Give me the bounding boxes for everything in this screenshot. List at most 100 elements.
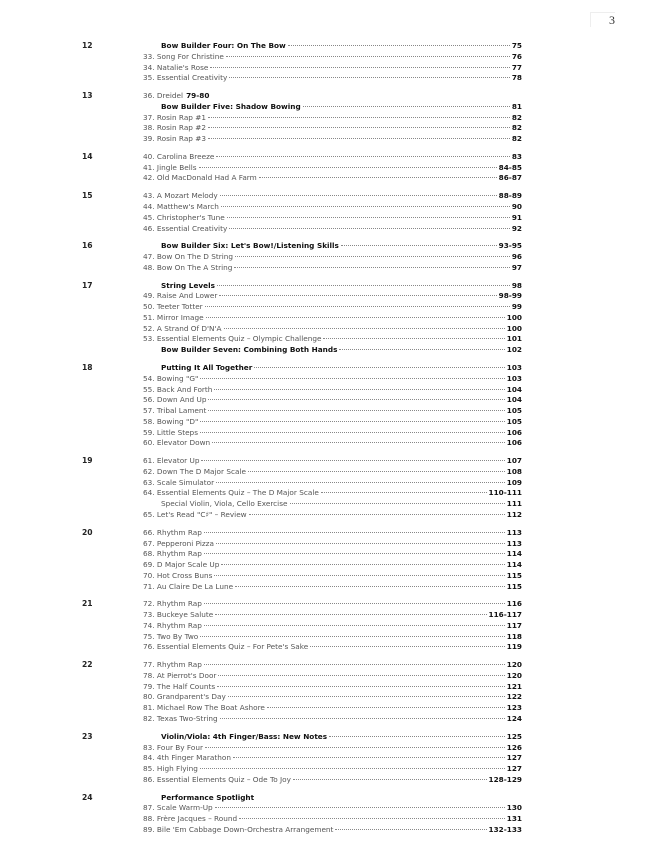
entry-page: 79-80 [186, 91, 210, 101]
dot-leader [203, 531, 505, 533]
toc-entry[interactable]: 65. Let's Read "C♯" – Review 112 [143, 510, 522, 521]
toc-entry[interactable]: 75. Two By Two 118 [143, 632, 522, 643]
dot-leader [208, 116, 510, 118]
toc-entry[interactable]: 74. Rhythm Rap 117 [143, 621, 522, 632]
entry-page: 132-133 [488, 824, 523, 834]
toc-entry[interactable]: 42. Old MacDonald Had A Farm 86-87 [143, 173, 522, 184]
entry-title: 66. Rhythm Rap [143, 527, 202, 537]
toc-entry[interactable]: 73. Buckeye Salute 116-117 [143, 610, 522, 621]
toc-entry[interactable]: 82. Texas Two-String 124 [143, 714, 522, 725]
toc-entry[interactable]: Bow Builder Four: On The Bow 75 [161, 41, 522, 52]
toc-entry[interactable]: 83. Four By Four 126 [143, 743, 522, 754]
toc-entry[interactable]: 71. Au Claire De La Lune 115 [143, 582, 522, 593]
toc-entry[interactable]: 64. Essential Elements Quiz – The D Majo… [143, 488, 522, 499]
dot-leader [218, 674, 505, 676]
entry-title: 39. Rosin Rap #3 [143, 134, 206, 144]
entry-title: 42. Old MacDonald Had A Farm [143, 173, 257, 183]
entry-title: Bow Builder Five: Shadow Bowing [161, 101, 301, 111]
toc-entry[interactable]: 33. Song For Christine 76 [143, 52, 522, 63]
toc-entry[interactable]: 86. Essential Elements Quiz – Ode To Joy… [143, 775, 522, 786]
entry-page: 86-87 [498, 173, 522, 183]
entry-title: 86. Essential Elements Quiz – Ode To Joy [143, 774, 291, 784]
toc-entry[interactable]: String Levels 98 [161, 281, 522, 292]
toc-entry[interactable]: 53. Essential Elements Quiz – Olympic Ch… [143, 334, 522, 345]
toc-entry[interactable]: 37. Rosin Rap #1 82 [143, 113, 522, 124]
toc-entry[interactable]: 50. Teeter Totter 99 [143, 302, 522, 313]
toc-entry[interactable]: Putting It All Together 103 [161, 363, 522, 374]
toc-entry[interactable]: 46. Essential Creativity 92 [143, 224, 522, 235]
toc-entry[interactable]: 41. Jingle Bells 84-85 [143, 163, 522, 174]
toc-entry[interactable]: 57. Tribal Lament 105 [143, 406, 522, 417]
lesson-page-number: 13 [82, 91, 93, 101]
toc-entry[interactable]: 36. Dreidel 79-80 [143, 91, 522, 102]
toc-entry[interactable]: Special Violin, Viola, Cello Exercise 111 [161, 499, 522, 510]
toc-entry[interactable]: 79. The Half Counts 121 [143, 682, 522, 693]
toc-entry[interactable]: 70. Hot Cross Buns 115 [143, 571, 522, 582]
toc-entry[interactable]: 39. Rosin Rap #3 82 [143, 134, 522, 145]
toc-entry[interactable]: 40. Carolina Breeze 83 [143, 152, 522, 163]
toc-entry[interactable]: 35. Essential Creativity 78 [143, 73, 522, 84]
toc-entry[interactable]: 68. Rhythm Rap 114 [143, 549, 522, 560]
toc-entry[interactable]: 45. Christopher's Tune 91 [143, 213, 522, 224]
toc-entry[interactable]: Bow Builder Six: Let's Bow!/Listening Sk… [161, 241, 522, 252]
toc-entry[interactable]: 61. Elevator Up 107 [143, 456, 522, 467]
entry-title: 37. Rosin Rap #1 [143, 112, 206, 122]
entry-page: 122 [506, 692, 522, 702]
toc-entry[interactable]: 48. Bow On The A String 97 [143, 263, 522, 274]
toc-entry[interactable]: 81. Michael Row The Boat Ashore 123 [143, 703, 522, 714]
toc-entry[interactable]: Bow Builder Seven: Combining Both Hands 1… [161, 345, 522, 356]
toc-entry[interactable]: 59. Little Steps 106 [143, 428, 522, 439]
entry-page: 125 [506, 731, 522, 741]
dot-leader [221, 564, 505, 565]
toc-entry[interactable]: 62. Down The D Major Scale 108 [143, 467, 522, 478]
toc-entry[interactable]: 67. Pepperoni Pizza 113 [143, 539, 522, 550]
toc-entry[interactable]: 55. Back And Forth 104 [143, 385, 522, 396]
toc-entry[interactable]: 88. Frère Jacques – Round 131 [143, 814, 522, 825]
dot-leader [214, 574, 505, 576]
toc-entry[interactable]: 60. Elevator Down 106 [143, 438, 522, 449]
entry-title: 78. At Pierrot's Door [143, 670, 217, 680]
dot-leader [203, 624, 505, 626]
toc-entry[interactable]: 87. Scale Warm-Up 130 [143, 803, 522, 814]
dot-leader [225, 55, 510, 57]
dot-leader [203, 664, 505, 666]
toc-entry[interactable]: 84. 4th Finger Marathon 127 [143, 753, 522, 764]
toc-entry[interactable]: 76. Essential Elements Quiz – For Pete's… [143, 642, 522, 653]
toc-group: 12 Bow Builder Four: On The Bow 75 33. Song… [0, 41, 648, 84]
toc-entry[interactable]: 89. Bile 'Em Cabbage Down-Orchestra Arra… [143, 825, 522, 836]
toc-entry[interactable]: Performance Spotlight [161, 793, 522, 804]
dot-leader [219, 195, 497, 197]
toc-entry[interactable]: 56. Down And Up 104 [143, 395, 522, 406]
toc-entry[interactable]: 52. A Strand Of D'N'A 100 [143, 324, 522, 335]
toc-entry[interactable]: 66. Rhythm Rap 113 [143, 528, 522, 539]
toc-entry[interactable]: 44. Matthew's March 90 [143, 202, 522, 213]
entry-title: 69. D Major Scale Up [143, 560, 220, 569]
entry-page: 81 [511, 101, 522, 111]
toc-entry[interactable]: Violin/Viola: 4th Finger/Bass: New Notes… [161, 732, 522, 743]
entry-title: 55. Back And Forth [143, 384, 213, 394]
toc-entry[interactable]: 85. High Flying 127 [143, 764, 522, 775]
page-number: 3 [590, 12, 615, 27]
toc-entry[interactable]: Bow Builder Five: Shadow Bowing 81 [161, 102, 522, 113]
toc-entry[interactable]: 78. At Pierrot's Door 120 [143, 671, 522, 682]
toc-entry[interactable]: 47. Bow On The D String 96 [143, 252, 522, 263]
entry-page: 113 [506, 538, 522, 548]
toc-entry[interactable]: 58. Bowing "D" 105 [143, 417, 522, 428]
toc-entry[interactable]: 77. Rhythm Rap 120 [143, 660, 522, 671]
lesson-page-number: 20 [82, 527, 93, 537]
dot-leader [200, 635, 505, 637]
toc-entry[interactable]: 72. Rhythm Rap 116 [143, 599, 522, 610]
entry-title: Bow Builder Six: Let's Bow!/Listening Sk… [161, 241, 339, 251]
entry-page: 103 [506, 363, 522, 373]
toc-entry[interactable]: 69. D Major Scale Up 114 [143, 560, 522, 571]
lesson-page-number: 15 [82, 191, 93, 201]
toc-entry[interactable]: 51. Mirror Image 100 [143, 313, 522, 324]
toc-entry[interactable]: 63. Scale Simulator 109 [143, 478, 522, 489]
toc-entry[interactable]: 43. A Mozart Melody 88-89 [143, 191, 522, 202]
toc-entry[interactable]: 49. Raise And Lower 98-99 [143, 291, 522, 302]
toc-entry[interactable]: 80. Grandparent's Day 122 [143, 692, 522, 703]
toc-entry[interactable]: 54. Bowing "G" 103 [143, 374, 522, 385]
dot-leader [239, 818, 505, 820]
toc-entry[interactable]: 34. Natalie's Rose 77 [143, 63, 522, 74]
toc-entry[interactable]: 38. Rosin Rap #2 82 [143, 123, 522, 134]
